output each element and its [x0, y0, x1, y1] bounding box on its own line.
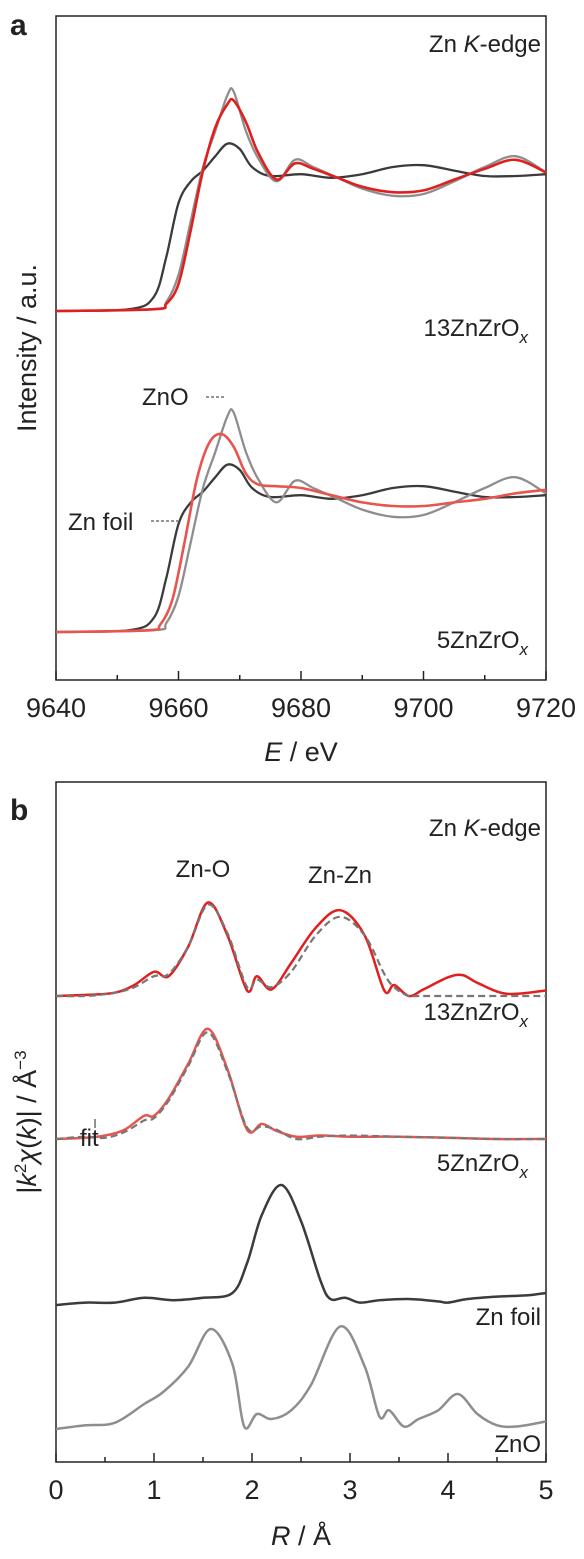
panel-b-curves [55, 901, 547, 1431]
panel-a-y-axis-title: Intensity / a.u. [12, 264, 42, 432]
panel-a-13znzro-x-group-zn-foil-line [55, 142, 547, 313]
panel-b-edge-label: Zn K-edge [429, 815, 541, 842]
panel-b-sample-13-label: 13ZnZrOx [423, 999, 528, 1031]
panel-a-5znzro-x-group-zn-foil-line [55, 463, 547, 634]
panel-b-x-tick-label: 0 [48, 1475, 63, 1505]
panel-b-5znzro-x-line [55, 1027, 547, 1141]
panel-b-zno-line [55, 1325, 547, 1431]
panel-a-5znzro-x-group-zno-line [55, 408, 547, 634]
panel-b-zn-foil-line [55, 1183, 547, 1307]
panel-b-zn-foil-label: Zn foil [476, 1304, 541, 1331]
panel-a-x-tick-label: 9720 [516, 693, 576, 723]
panel-a-edge-label: Zn K-edge [429, 31, 541, 58]
panel-a-x-tick-label: 9680 [271, 693, 331, 723]
panel-a-sample-5-label: 5ZnZrOx [437, 627, 529, 659]
panel-a-frame [55, 15, 547, 681]
panel-b-x-tick-labels: 0 1 2 3 4 5 [48, 1475, 553, 1505]
panel-b-13znzro-x-fit-line [55, 903, 546, 998]
panel-a-x-tick-label: 9700 [393, 693, 453, 723]
panel-b-peak-znzn-label: Zn-Zn [308, 862, 372, 889]
panel-a-5znzro-x-group-5znzro-x-line [55, 432, 547, 634]
panel-a-label: a [10, 9, 27, 42]
panel-b-fit-label: fit [80, 1125, 99, 1152]
panel-b-x-tick-label: 1 [146, 1475, 161, 1505]
panel-a-x-ticks [55, 671, 547, 680]
panel-b-x-tick-label: 5 [538, 1475, 553, 1505]
panel-a-x-tick-label: 9660 [148, 693, 208, 723]
panel-a-sample-13-label: 13ZnZrOx [423, 315, 528, 347]
panel-b-zno-label: ZnO [494, 1431, 541, 1458]
panel-b-x-tick-label: 2 [244, 1475, 259, 1505]
panel-a-zno-label: ZnO [142, 384, 189, 411]
panel-b-label: b [10, 794, 28, 827]
panel-a-x-tick-labels: 9640 9660 9680 9700 9720 [26, 693, 576, 723]
panel-b-x-tick-label: 3 [342, 1475, 357, 1505]
panel-a-x-axis-title: E / eV [264, 737, 338, 767]
panel-b-peak-zno-label: Zn-O [176, 856, 231, 883]
panel-a-curves [55, 87, 547, 634]
panel-b-5znzro-x-fit-line [55, 1031, 547, 1141]
panel-b-x-tick-label: 4 [440, 1475, 455, 1505]
panel-b-y-axis-title: |k2χ(k)| / Å−3 [11, 1050, 42, 1193]
panel-b-sample-5-label: 5ZnZrOx [437, 1150, 529, 1182]
panel-b-x-ticks [55, 1453, 547, 1462]
panel-a-zn-foil-label: Zn foil [68, 509, 133, 536]
panel-b-13znzro-x-line [55, 901, 547, 998]
panel-b-frame [55, 781, 547, 1463]
panel-a-13znzro-x-group-13znzro-x-line [55, 97, 547, 313]
panel-a-x-tick-label: 9640 [26, 693, 86, 723]
panel-a-13znzro-x-group-zno-line [55, 87, 547, 313]
panel-b-x-axis-title: R / Å [271, 1520, 331, 1551]
